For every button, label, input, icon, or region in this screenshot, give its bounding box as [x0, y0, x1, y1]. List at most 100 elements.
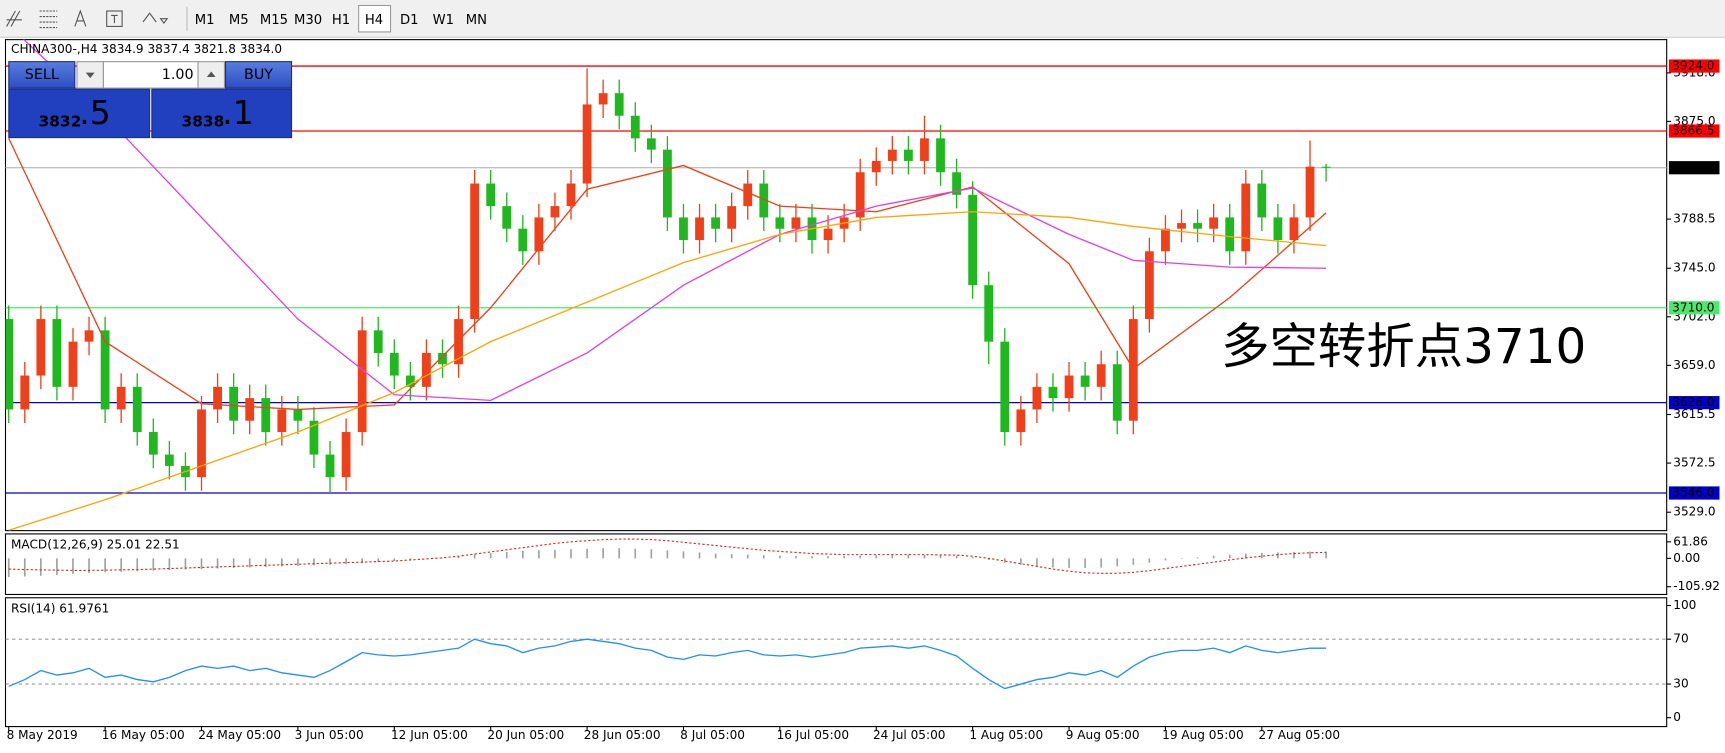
moving-average	[8, 211, 1327, 531]
y-tick-label: -105.92	[1673, 579, 1720, 593]
candle-body	[646, 138, 656, 150]
candle-body	[1289, 217, 1299, 241]
x-tick-label: 9 Aug 05:00	[1066, 728, 1140, 742]
candle-body	[373, 330, 383, 353]
sell-price-box[interactable]	[8, 88, 151, 139]
candle-body	[743, 183, 753, 207]
candle-body	[1209, 217, 1219, 229]
moving-average	[22, 39, 1327, 402]
main-pane	[4, 39, 1668, 532]
buy-price: 3838	[182, 113, 225, 131]
price-level-tag	[1668, 301, 1720, 315]
candle-body	[1080, 375, 1090, 387]
candle-body	[695, 217, 704, 241]
timeframe-button[interactable]: M30	[294, 13, 322, 28]
trade-panel: SELL 1.00 BUY 3832 .5 3838 .1	[8, 61, 293, 139]
candle-body	[711, 217, 721, 229]
price-level-tag	[1668, 124, 1720, 138]
rsi-line	[8, 638, 1327, 690]
candle-body	[1016, 409, 1026, 433]
candle-body	[1144, 251, 1154, 320]
candle-body	[309, 420, 319, 455]
x-tick-label: 24 May 05:00	[198, 728, 281, 742]
timeframe-button[interactable]: M5	[229, 13, 249, 28]
down-arrow	[85, 72, 95, 79]
candle-body	[630, 115, 640, 139]
macd-signal	[8, 538, 1327, 574]
candle-body	[325, 454, 335, 478]
timeframe-button[interactable]: M1	[195, 13, 215, 28]
candle-body	[1112, 364, 1122, 421]
candle-body	[775, 217, 785, 229]
candle-body	[663, 149, 672, 218]
candle-body	[5, 319, 14, 410]
candle-body	[1161, 228, 1170, 252]
sell-price-pips: .5	[79, 93, 110, 132]
x-tick-label: 3 Jun 05:00	[295, 728, 364, 742]
icon-label-t	[111, 14, 118, 24]
timeframe-button[interactable]: M15	[260, 13, 288, 28]
x-tick-label: 1 Aug 05:00	[969, 728, 1043, 742]
candle-body	[903, 149, 913, 161]
candle-body	[518, 228, 528, 252]
rsi-title: RSI(14) 61.9761	[11, 601, 109, 615]
candle-body	[100, 330, 110, 410]
candle-body	[52, 319, 62, 387]
moving-average	[8, 138, 1327, 411]
candle-body	[422, 352, 431, 387]
buy-label[interactable]: BUY	[244, 67, 273, 83]
sell-label[interactable]: SELL	[25, 67, 59, 83]
candle-body	[566, 183, 576, 207]
price-level-label: 3866.5	[1672, 124, 1714, 138]
candle-body	[727, 206, 737, 229]
icon-fibo[interactable]	[39, 10, 58, 29]
candle-body	[855, 172, 865, 218]
x-tick-label: 8 May 2019	[7, 728, 78, 742]
icon-label[interactable]	[106, 10, 123, 27]
y-tick-label: 3745.0	[1673, 261, 1715, 275]
buy-button[interactable]	[224, 61, 293, 89]
candle-body	[920, 138, 929, 161]
candle-body	[438, 352, 447, 365]
timeframe-button[interactable]: W1	[433, 13, 454, 28]
candle-body	[871, 160, 881, 173]
timeframe-button[interactable]: H4	[365, 13, 383, 28]
icon-channel[interactable]	[6, 10, 23, 27]
candle-body	[534, 217, 544, 252]
price-level-label: 3626.0	[1672, 395, 1714, 409]
chart-area	[0, 37, 1725, 753]
symbol-header: CHINA300-,H4 3834.9 3837.4 3821.8 3834.0	[11, 42, 282, 56]
candle-body	[582, 104, 592, 184]
timeframe-button[interactable]: D1	[400, 13, 419, 28]
candle-body	[36, 319, 46, 376]
x-tick-label: 24 Jul 05:00	[873, 728, 946, 742]
rsi-pane	[4, 597, 1668, 728]
y-tick-label: 3529.0	[1673, 505, 1715, 519]
macd-pane	[4, 533, 1668, 596]
candle-body	[759, 183, 769, 218]
candle-body	[1321, 166, 1331, 168]
candle-body	[550, 206, 560, 218]
timeframe-button[interactable]: H1	[332, 13, 350, 28]
candle-body	[20, 375, 30, 410]
main-plot	[5, 39, 1667, 531]
candle-body	[164, 454, 174, 466]
candle-body	[68, 341, 78, 387]
candle-body	[1000, 341, 1010, 433]
icon-arrows[interactable]	[142, 12, 169, 25]
price-level-tag	[1668, 161, 1720, 175]
y-tick-label: 70	[1673, 632, 1688, 646]
icon-text[interactable]	[74, 9, 87, 27]
y-tick-label: 61.86	[1673, 534, 1708, 548]
candle-body	[229, 386, 239, 421]
up-arrow	[206, 71, 216, 78]
timeframe-button[interactable]: MN	[466, 13, 487, 28]
sell-price: 3832	[39, 113, 82, 131]
x-tick-label: 19 Aug 05:00	[1162, 728, 1244, 742]
candle-body	[1305, 166, 1315, 218]
lot-value[interactable]: 1.00	[162, 67, 194, 83]
buy-price-pips: .1	[222, 93, 253, 132]
sell-button[interactable]	[8, 61, 76, 89]
buy-price-box[interactable]	[151, 88, 293, 139]
y-tick-label: 30	[1673, 677, 1688, 691]
